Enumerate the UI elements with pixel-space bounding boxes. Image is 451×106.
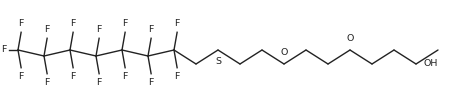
Text: O: O (281, 48, 288, 57)
Text: F: F (18, 19, 24, 28)
Text: F: F (175, 19, 180, 28)
Text: F: F (97, 25, 102, 34)
Text: F: F (70, 72, 76, 81)
Text: F: F (97, 78, 102, 87)
Text: F: F (2, 45, 7, 54)
Text: F: F (122, 19, 128, 28)
Text: S: S (215, 57, 221, 66)
Text: F: F (148, 25, 154, 34)
Text: O: O (346, 34, 354, 43)
Text: OH: OH (423, 59, 437, 68)
Text: F: F (70, 19, 76, 28)
Text: F: F (45, 78, 50, 87)
Text: F: F (122, 72, 128, 81)
Text: F: F (148, 78, 154, 87)
Text: F: F (18, 72, 24, 81)
Text: F: F (45, 25, 50, 34)
Text: F: F (175, 72, 180, 81)
